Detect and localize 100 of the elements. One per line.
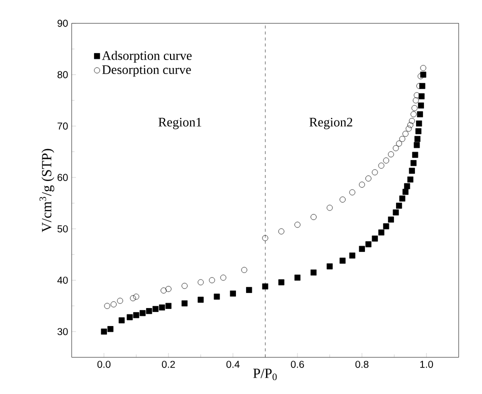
point	[182, 282, 188, 289]
point	[326, 263, 333, 270]
point	[407, 122, 414, 128]
point	[414, 136, 420, 142]
y-tick-label: 90	[58, 20, 68, 27]
point	[415, 128, 422, 134]
x-tick-label: 0.8	[355, 360, 368, 368]
point	[140, 310, 146, 316]
point	[358, 182, 365, 188]
point	[402, 188, 408, 195]
x-tick-label: 1.0	[420, 360, 433, 368]
point	[399, 196, 406, 202]
point	[410, 111, 417, 118]
x-tick-label: 0.6	[290, 360, 304, 368]
point	[418, 73, 424, 80]
point	[182, 300, 188, 306]
point	[294, 274, 300, 281]
y-tick-label: 30	[57, 328, 68, 336]
point	[406, 126, 412, 132]
x-axis-title: P/P$_{0}$	[253, 368, 277, 380]
point	[220, 274, 226, 281]
legend-label: Adsorption curve	[102, 50, 192, 63]
x-tick-label: 0.2	[162, 360, 175, 368]
point	[402, 130, 408, 137]
point	[410, 160, 417, 166]
point	[404, 183, 410, 190]
point	[326, 204, 333, 211]
point	[100, 328, 107, 335]
point	[349, 189, 356, 196]
point	[241, 266, 248, 273]
point	[230, 290, 236, 297]
point	[392, 145, 399, 152]
point	[412, 105, 418, 112]
point	[246, 286, 252, 293]
point	[358, 246, 365, 252]
point	[396, 202, 402, 209]
point	[165, 302, 172, 309]
point	[146, 308, 152, 314]
y-tick-label: 70	[58, 122, 68, 130]
point	[310, 214, 317, 220]
point	[392, 209, 399, 216]
legend-label: Desorption curve	[102, 65, 191, 77]
point	[418, 93, 425, 100]
y-axis-title: V/cm$^{3}$/g (STP)	[40, 148, 54, 232]
point	[378, 229, 384, 236]
point	[198, 296, 204, 303]
point	[396, 140, 402, 147]
point	[399, 136, 406, 142]
point	[372, 169, 378, 176]
point	[383, 223, 390, 230]
point	[417, 111, 423, 118]
point	[412, 152, 418, 158]
point	[107, 326, 114, 332]
point	[365, 175, 372, 182]
point	[407, 176, 414, 182]
point	[133, 294, 140, 300]
point	[365, 241, 372, 248]
point	[349, 252, 356, 259]
point	[378, 162, 384, 169]
point	[418, 102, 424, 109]
point	[262, 235, 268, 242]
point	[278, 279, 284, 286]
point	[160, 288, 167, 294]
point	[340, 258, 346, 264]
point	[214, 294, 220, 300]
point	[340, 196, 346, 203]
annotation: Region2	[309, 118, 352, 130]
point	[294, 222, 300, 228]
point	[278, 228, 284, 234]
point	[388, 151, 394, 158]
point	[126, 314, 133, 320]
point	[408, 118, 415, 124]
y-tick-label: 40	[57, 276, 68, 284]
point	[152, 306, 159, 312]
point	[209, 277, 215, 284]
point	[310, 270, 317, 276]
annotation: Region1	[158, 118, 202, 130]
x-tick-label: 0.4	[226, 360, 240, 368]
point	[388, 216, 394, 223]
point	[165, 286, 172, 292]
point	[262, 283, 268, 290]
point	[414, 142, 420, 148]
point	[383, 158, 390, 164]
point	[408, 168, 415, 174]
point	[130, 295, 136, 302]
point	[198, 279, 204, 286]
y-tick-label: 60	[58, 174, 68, 181]
y-tick-label: 50	[58, 225, 68, 232]
x-tick-label: 0.0	[97, 360, 110, 368]
y-tick-label: 80	[58, 71, 68, 78]
point	[104, 302, 110, 309]
point	[416, 120, 422, 126]
point	[117, 298, 124, 304]
point	[159, 304, 165, 310]
point	[412, 97, 419, 104]
point	[372, 236, 378, 242]
point	[133, 312, 140, 318]
point	[118, 317, 125, 324]
point	[110, 301, 117, 308]
point	[420, 65, 426, 71]
